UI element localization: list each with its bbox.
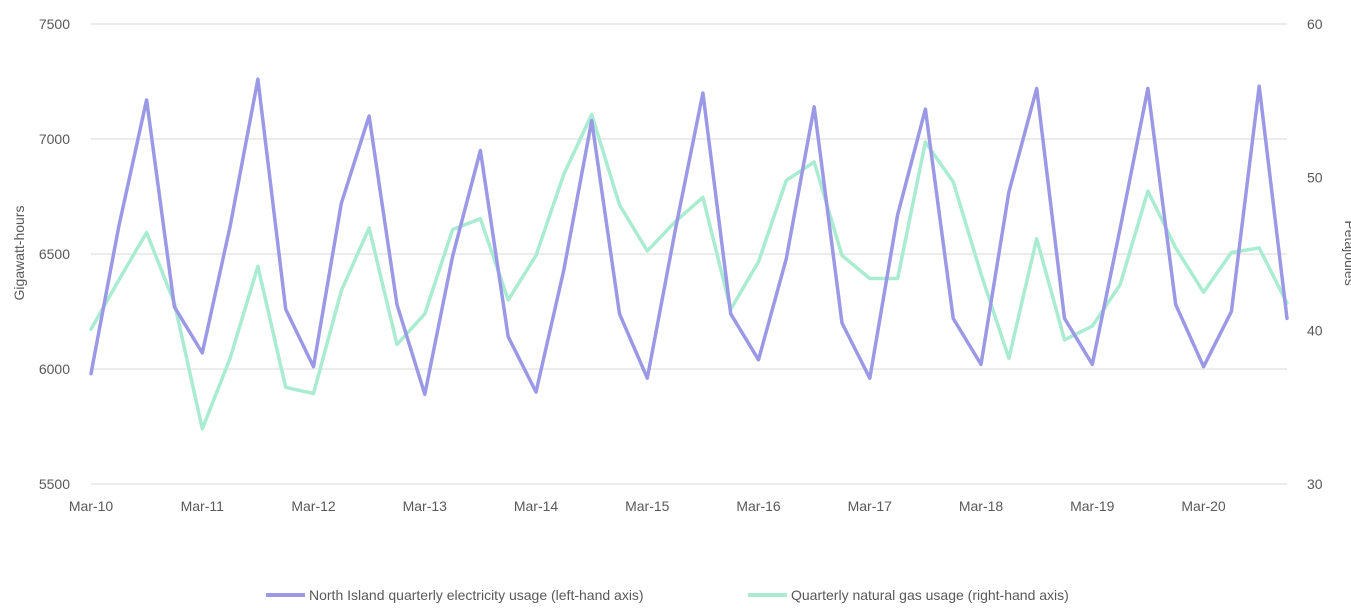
x-tick-label: Mar-15 (625, 498, 670, 514)
right-tick-label: 60 (1307, 16, 1323, 32)
electricity-series-line (89, 77, 1289, 397)
left-tick-label: 6500 (39, 246, 70, 262)
legend-label-gas: Quarterly natural gas usage (right-hand … (791, 587, 1069, 603)
x-tick-label: Mar-17 (848, 498, 893, 514)
x-tick-label: Mar-10 (69, 498, 114, 514)
gas-series-line (89, 112, 1289, 431)
x-tick-label: Mar-12 (291, 498, 336, 514)
right-axis-label: Petajoules (1342, 220, 1351, 285)
right-tick-label: 40 (1307, 323, 1323, 339)
right-tick-label: 30 (1307, 476, 1323, 492)
left-axis-ticks: 5500 6000 6500 7000 7500 (39, 16, 70, 492)
x-axis-ticks: Mar-10 Mar-11 Mar-12 Mar-13 Mar-14 Mar-15 Mar-… (69, 498, 1226, 514)
gridlines (91, 23, 1287, 370)
x-tick-label: Mar-13 (403, 498, 448, 514)
left-axis-label: Gigawatt-hours (11, 206, 27, 301)
right-axis-ticks: 30 40 50 60 (1307, 16, 1323, 492)
legend: North Island quarterly electricity usage… (266, 587, 1069, 603)
left-tick-label: 6000 (39, 361, 70, 377)
x-tick-label: Mar-11 (181, 498, 225, 514)
x-tick-label: Mar-16 (736, 498, 781, 514)
left-tick-label: 7500 (39, 16, 70, 32)
left-tick-label: 7000 (39, 131, 70, 147)
right-tick-label: 50 (1307, 169, 1323, 185)
x-tick-label: Mar-18 (959, 498, 1004, 514)
x-tick-label: Mar-19 (1070, 498, 1115, 514)
x-tick-label: Mar-14 (514, 498, 559, 514)
x-tick-label: Mar-20 (1181, 498, 1226, 514)
legend-label-electricity: North Island quarterly electricity usage… (309, 587, 644, 603)
series-lines (89, 77, 1289, 431)
left-tick-label: 5500 (39, 476, 70, 492)
